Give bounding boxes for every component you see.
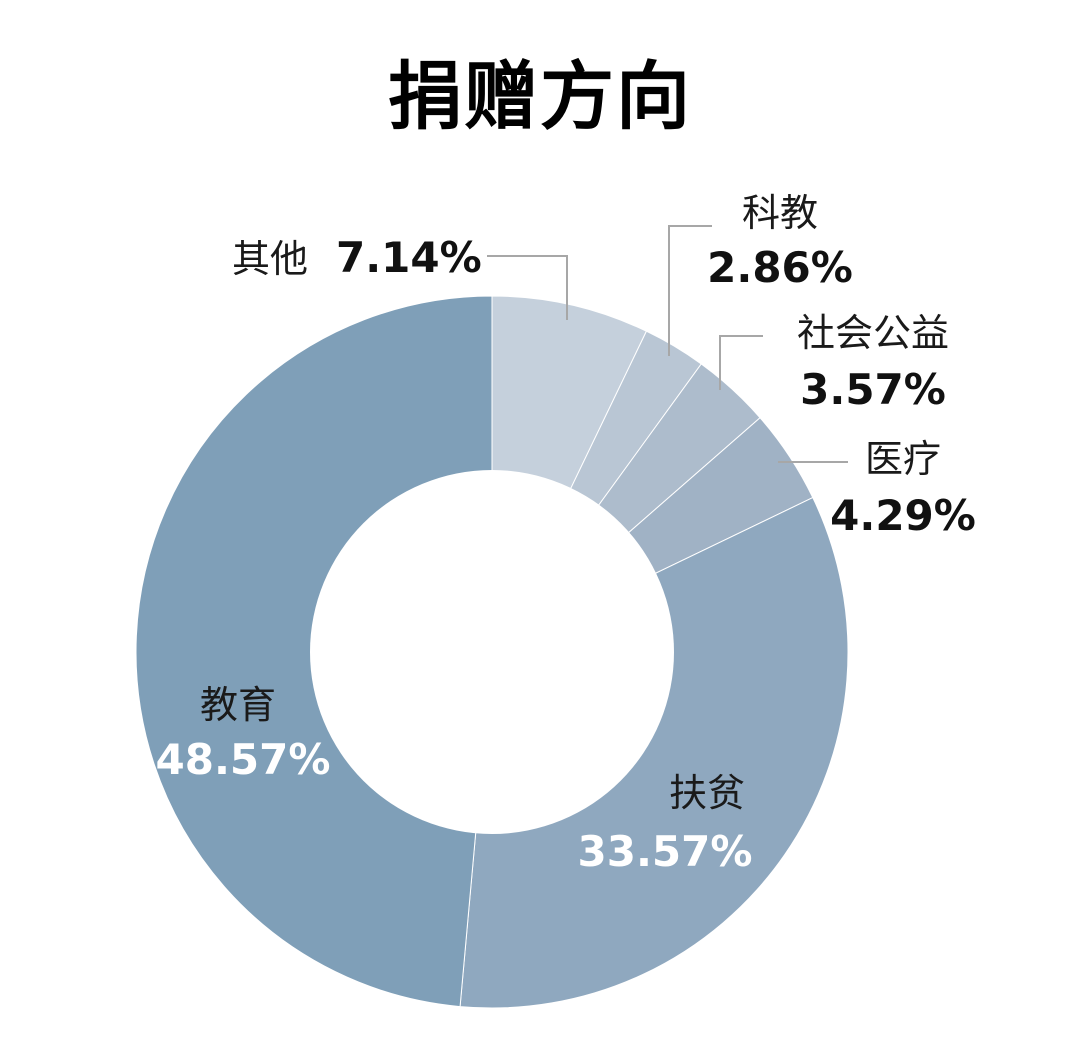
slice-label-pct-sci-edu: 2.86% xyxy=(707,243,853,292)
leader-lines xyxy=(487,225,848,463)
slice-label-name-education: 教育 xyxy=(200,683,276,727)
slice-label-pct-other: 7.14% xyxy=(336,233,482,282)
leader-line-public-welfare xyxy=(719,335,763,390)
slice-label-pct-medical: 4.29% xyxy=(830,491,976,540)
slice-label-name-other: 其他 xyxy=(232,237,308,281)
slice-label-name-sci-edu: 科教 xyxy=(742,191,818,235)
chart-title: 捐赠方向 xyxy=(388,54,692,140)
slice-label-pct-education: 48.57% xyxy=(156,735,331,784)
slice-label-name-poverty: 扶贫 xyxy=(669,771,745,815)
slice-label-pct-public-welfare: 3.57% xyxy=(800,365,946,414)
leader-line-other xyxy=(487,255,568,320)
slice-label-name-medical: 医疗 xyxy=(865,437,941,481)
slice-label-name-public-welfare: 社会公益 xyxy=(797,311,949,355)
slice-label-pct-poverty: 33.57% xyxy=(578,827,753,876)
donut-hole xyxy=(310,470,674,834)
leader-line-sci-edu xyxy=(668,225,712,356)
